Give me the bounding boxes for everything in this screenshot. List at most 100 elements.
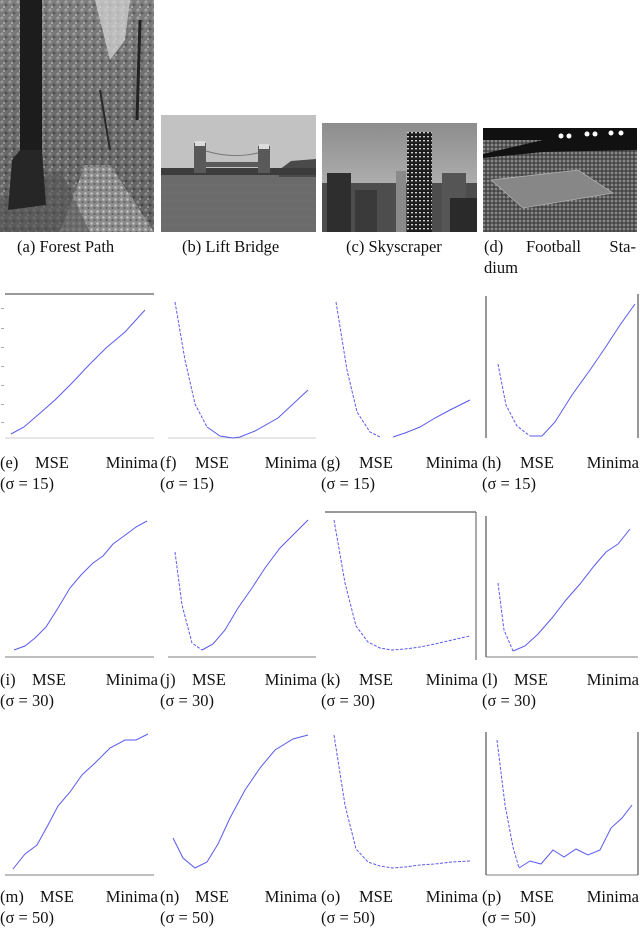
- caption-label: Minima: [105, 887, 158, 906]
- caption-sigma: (σ = 15): [321, 474, 375, 493]
- caption-sigma: (σ = 50): [482, 908, 536, 927]
- caption-label: MSE: [35, 453, 69, 472]
- caption-label: MSE: [192, 670, 226, 689]
- line-chart: [333, 734, 471, 869]
- caption-sigma: (σ = 50): [0, 908, 54, 927]
- caption-sigma: (σ = 15): [160, 474, 214, 493]
- caption-label: Minima: [425, 453, 478, 472]
- caption-l: (l) MSE Minima (σ = 30): [482, 669, 639, 711]
- caption-label: Minima: [586, 453, 639, 472]
- caption-label: MSE: [520, 453, 554, 472]
- caption-letter: (h): [482, 453, 502, 472]
- caption-label: MSE: [40, 887, 74, 906]
- caption-label: Minima: [425, 670, 478, 689]
- plot-j: [160, 508, 316, 660]
- caption-letter: (e): [0, 453, 19, 472]
- caption-letter: (o): [321, 887, 341, 906]
- line-chart: [5, 733, 154, 876]
- line-chart: [5, 520, 154, 658]
- caption-label: Minima: [264, 453, 317, 472]
- line-chart: [168, 519, 316, 658]
- caption-label: Minima: [586, 887, 639, 906]
- caption-label: MSE: [195, 453, 229, 472]
- caption-sigma: (σ = 30): [160, 691, 214, 710]
- caption-label: Minima: [264, 670, 317, 689]
- caption-g: (g) MSE Minima (σ = 15): [321, 452, 478, 494]
- caption-letter: (n): [160, 887, 180, 906]
- caption-letter: (l): [482, 670, 498, 689]
- line-chart: [485, 516, 638, 658]
- caption-sigma: (σ = 30): [321, 691, 375, 710]
- caption-label: MSE: [359, 887, 393, 906]
- caption-label: Forest Path: [39, 237, 115, 256]
- line-chart: [485, 294, 639, 438]
- caption-letter: (g): [321, 453, 341, 472]
- caption-a: (a) Forest Path: [17, 236, 114, 257]
- lift-bridge-image: [161, 115, 316, 232]
- caption-sigma: (σ = 50): [160, 908, 214, 927]
- caption-label: Lift Bridge: [205, 237, 280, 256]
- caption-sigma: (σ = 30): [482, 691, 536, 710]
- line-chart: [1, 293, 154, 439]
- line-chart: [172, 734, 309, 869]
- caption-label: Minima: [586, 670, 639, 689]
- caption-f: (f) MSE Minima (σ = 15): [160, 452, 317, 494]
- caption-letter: (d): [484, 237, 504, 256]
- caption-p: (p) MSE Minima (σ = 50): [482, 886, 639, 928]
- caption-label: MSE: [32, 670, 66, 689]
- caption-label: Football: [526, 237, 582, 256]
- plot-p: [480, 730, 640, 878]
- caption-sigma: (σ = 30): [0, 691, 54, 710]
- caption-sigma: (σ = 50): [321, 908, 375, 927]
- forest-path-image: [0, 0, 154, 232]
- caption-sigma: (σ = 15): [482, 474, 536, 493]
- caption-d-line2: dium: [484, 257, 518, 278]
- caption-letter: (k): [321, 670, 341, 689]
- caption-e: (e) MSE Minima (σ = 15): [0, 452, 158, 494]
- plot-l: [480, 508, 640, 660]
- plot-e: [0, 290, 156, 442]
- caption-n: (n) MSE Minima (σ = 50): [160, 886, 317, 928]
- caption-letter: (p): [482, 887, 502, 906]
- caption-label: Minima: [105, 670, 158, 689]
- line-chart: [325, 511, 477, 660]
- caption-label: Skyscraper: [368, 237, 442, 256]
- caption-letter: (a): [17, 237, 36, 256]
- caption-m: (m) MSE Minima (σ = 50): [0, 886, 158, 928]
- plot-f: [160, 290, 316, 442]
- caption-label: Minima: [105, 453, 158, 472]
- caption-b: (b) Lift Bridge: [182, 236, 279, 257]
- caption-label: dium: [484, 258, 518, 277]
- plot-o: [320, 730, 476, 878]
- caption-k: (k) MSE Minima (σ = 30): [321, 669, 478, 711]
- caption-label: Sta-: [609, 237, 636, 256]
- caption-label: MSE: [520, 887, 554, 906]
- plot-h: [480, 290, 640, 442]
- caption-letter: (j): [160, 670, 176, 689]
- plot-g: [320, 290, 476, 442]
- plot-i: [0, 508, 156, 660]
- caption-d: (d) Football Sta-: [484, 236, 638, 257]
- football-stadium-image: [483, 128, 637, 232]
- plot-m: [0, 730, 156, 878]
- caption-letter: (f): [160, 453, 177, 472]
- line-chart: [485, 732, 639, 876]
- caption-label: MSE: [359, 453, 393, 472]
- caption-sigma: (σ = 15): [0, 474, 54, 493]
- caption-letter: (b): [182, 237, 202, 256]
- skyscraper-image: [322, 123, 477, 232]
- plot-n: [160, 730, 316, 878]
- caption-letter: (i): [0, 670, 16, 689]
- caption-label: MSE: [514, 670, 548, 689]
- caption-letter: (m): [0, 887, 24, 906]
- caption-label: MSE: [359, 670, 393, 689]
- caption-letter: (c): [346, 237, 365, 256]
- caption-h: (h) MSE Minima (σ = 15): [482, 452, 639, 494]
- caption-label: Minima: [264, 887, 317, 906]
- line-chart: [168, 301, 316, 439]
- caption-i: (i) MSE Minima (σ = 30): [0, 669, 158, 711]
- caption-c: (c) Skyscraper: [346, 236, 442, 257]
- line-chart: [335, 301, 471, 438]
- plot-k: [320, 508, 478, 660]
- caption-label: Minima: [425, 887, 478, 906]
